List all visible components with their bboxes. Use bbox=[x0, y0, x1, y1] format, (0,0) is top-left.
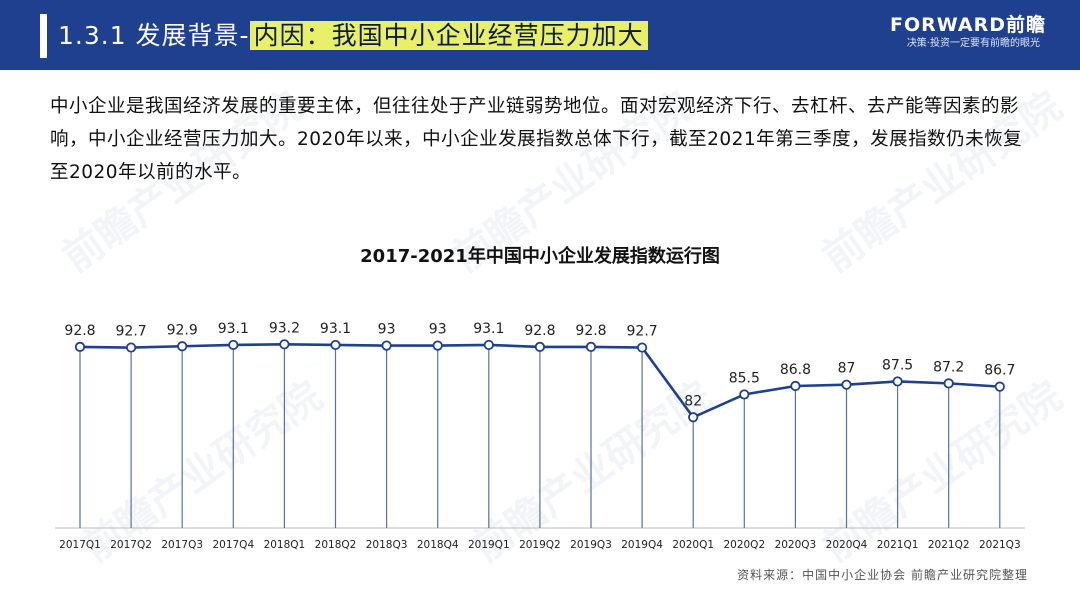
data-label: 93.1 bbox=[218, 321, 249, 337]
x-tick-label: 2019Q1 bbox=[468, 539, 510, 551]
line-chart: 2017-2021年中国中小企业发展指数运行图 92.8 92.7 92.9 93.1… bbox=[0, 230, 1080, 560]
data-point bbox=[892, 376, 903, 387]
data-label: 93.1 bbox=[473, 321, 504, 337]
x-tick-label: 2021Q3 bbox=[979, 539, 1021, 551]
chart-plot: 92.8 92.7 92.9 93.1 93.2 93.1 93 93 93.1 92.8 92.8… bbox=[55, 320, 1025, 551]
x-tick-label: 2017Q3 bbox=[161, 539, 203, 551]
data-point bbox=[228, 339, 239, 351]
data-point bbox=[432, 340, 443, 351]
x-tick-label: 2020Q3 bbox=[775, 539, 817, 551]
data-label: 93.1 bbox=[320, 321, 351, 337]
page-title-prefix: 1.3.1 发展背景- bbox=[58, 21, 250, 50]
x-tick-label: 2017Q1 bbox=[59, 539, 101, 551]
data-label: 86.8 bbox=[780, 362, 811, 378]
data-label: 92.7 bbox=[116, 324, 147, 340]
data-label: 92.8 bbox=[64, 323, 95, 339]
data-point bbox=[636, 342, 648, 353]
x-tick-label: 2021Q1 bbox=[877, 539, 919, 551]
data-point bbox=[841, 379, 852, 390]
x-tick-label: 2018Q2 bbox=[315, 539, 357, 551]
data-point bbox=[279, 339, 290, 350]
header-accent-bar bbox=[40, 14, 47, 58]
data-point bbox=[483, 339, 494, 351]
data-point bbox=[739, 389, 750, 400]
x-tick-label: 2017Q2 bbox=[110, 539, 152, 551]
data-label: 86.7 bbox=[984, 363, 1015, 379]
data-label: 92.7 bbox=[627, 324, 658, 340]
brand-slogan: 决策·投资一定要有前瞻的眼光 bbox=[906, 38, 1040, 49]
data-label: 87.2 bbox=[933, 359, 964, 375]
data-label: 82 bbox=[684, 393, 702, 409]
x-tick-label: 2019Q2 bbox=[519, 539, 561, 551]
x-tick-label: 2018Q4 bbox=[417, 539, 459, 551]
data-point bbox=[688, 412, 699, 423]
brand-logo: FORWARD前瞻 bbox=[890, 14, 1046, 36]
data-label: 93 bbox=[378, 322, 396, 338]
x-tick-label: 2019Q4 bbox=[621, 539, 663, 551]
data-label: 93 bbox=[429, 322, 447, 338]
x-tick-label: 2018Q1 bbox=[264, 539, 306, 551]
data-label: 92.8 bbox=[575, 323, 606, 339]
source-note: 资料来源：中国中小企业协会 前瞻产业研究院整理 bbox=[737, 568, 1028, 582]
data-point bbox=[790, 380, 801, 392]
data-point bbox=[994, 381, 1005, 392]
data-point bbox=[534, 341, 546, 353]
data-label: 93.2 bbox=[269, 320, 300, 336]
page-title: 1.3.1 发展背景- 内因：我国中小企业经营压力加大 bbox=[58, 18, 648, 54]
x-tick-label: 2019Q3 bbox=[570, 539, 612, 551]
data-label: 87 bbox=[838, 361, 856, 377]
header-bar: 1.3.1 发展背景- 内因：我国中小企业经营压力加大 FORWARD前瞻 决策·… bbox=[0, 0, 1080, 70]
data-point bbox=[943, 378, 954, 389]
data-label: 92.9 bbox=[167, 322, 198, 338]
x-tick-label: 2017Q4 bbox=[212, 539, 254, 551]
x-tick-label: 2021Q2 bbox=[928, 539, 970, 551]
data-point bbox=[585, 341, 597, 353]
data-label: 87.5 bbox=[882, 357, 913, 373]
x-tick-label: 2020Q1 bbox=[672, 539, 714, 551]
chart-title: 2017-2021年中国中小企业发展指数运行图 bbox=[360, 246, 720, 267]
brand: FORWARD前瞻 决策·投资一定要有前瞻的眼光 bbox=[890, 14, 1046, 52]
data-point bbox=[74, 341, 86, 353]
data-label: 85.5 bbox=[729, 370, 760, 386]
data-label: 92.8 bbox=[524, 323, 555, 339]
page-title-highlight: 内因：我国中小企业经营压力加大 bbox=[249, 21, 648, 50]
x-tick-label: 2020Q4 bbox=[826, 539, 868, 551]
intro-paragraph: 中小企业是我国经济发展的重要主体，但往往处于产业链弱势地位。面对宏观经济下行、去… bbox=[50, 96, 1023, 183]
data-point bbox=[177, 341, 188, 352]
data-point bbox=[381, 340, 392, 351]
x-tick-label: 2020Q2 bbox=[723, 539, 765, 551]
data-point bbox=[330, 339, 341, 351]
data-point bbox=[126, 342, 137, 353]
x-tick-label: 2018Q3 bbox=[366, 539, 408, 551]
